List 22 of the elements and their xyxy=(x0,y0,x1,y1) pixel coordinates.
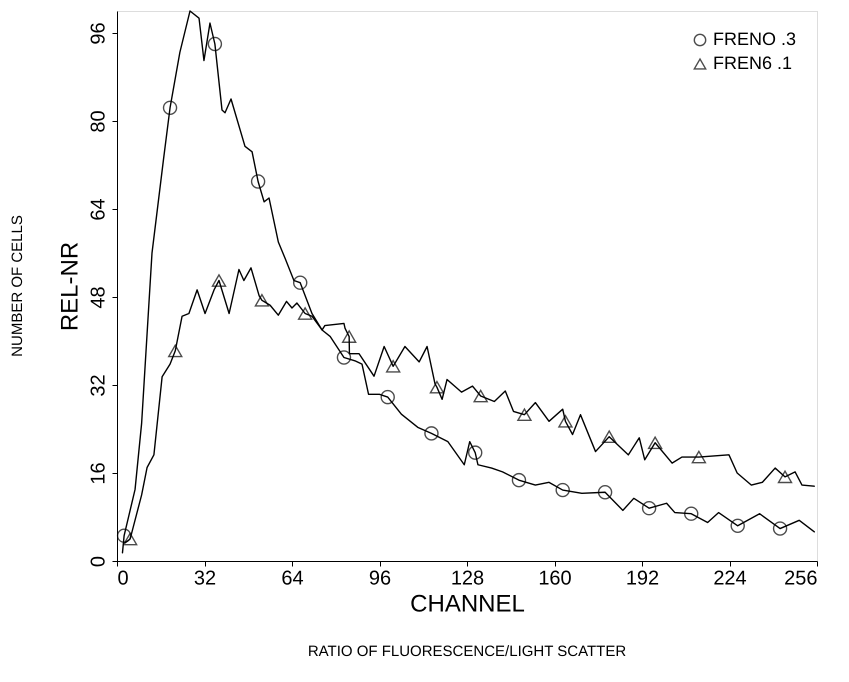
x-tick-label: 32 xyxy=(194,568,216,590)
x-tick-label: 128 xyxy=(450,568,484,590)
x-tick-label: 192 xyxy=(626,568,660,590)
y-axis-title: REL-NR xyxy=(56,242,84,332)
x-tick-label: 96 xyxy=(368,568,392,590)
y-tick-label: 0 xyxy=(88,556,110,568)
text: NUMBER OF CELLS xyxy=(9,215,26,357)
y-tick-label: 64 xyxy=(88,198,110,221)
x-tick-label: 160 xyxy=(538,568,572,590)
y-tick-label: 80 xyxy=(88,110,110,133)
x-tick-label: 224 xyxy=(713,568,747,590)
legend-label: FRENO .3 xyxy=(713,29,796,49)
x-tick-label: 0 xyxy=(118,568,129,590)
y-tick-label: 48 xyxy=(88,286,110,309)
legend-label: FREN6 .1 xyxy=(713,53,792,73)
x-axis-title: CHANNEL xyxy=(410,590,525,618)
text: RATIO OF FLUORESCENCE/LIGHT SCATTER xyxy=(308,643,626,660)
y-tick-label: 16 xyxy=(88,462,110,485)
y-tick-label: 32 xyxy=(88,374,110,397)
x-tick-label: 256 xyxy=(784,568,818,590)
x-tick-label: 64 xyxy=(281,568,304,590)
y-tick-label: 96 xyxy=(88,22,110,45)
